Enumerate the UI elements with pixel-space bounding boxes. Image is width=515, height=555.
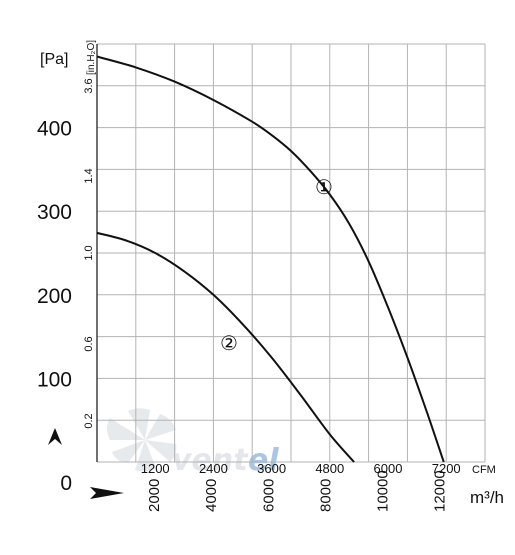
- x-m3h-tick-label: 12000: [432, 470, 449, 512]
- watermark-accent-text: el: [248, 443, 279, 478]
- y-inh2o-tick-label: 1.4: [83, 168, 95, 183]
- watermark: vent el: [107, 408, 279, 478]
- y-inh2o-ticks: 0.2 0.6 1.0 1.4 3.6: [83, 78, 95, 428]
- y-pa-tick-label: 0: [60, 472, 72, 495]
- y-pa-ticks: 0 100 200 300 400: [37, 118, 72, 495]
- x-m3h-tick-label: 4000: [203, 479, 220, 512]
- y-inh2o-tick-label: 1.0: [83, 245, 95, 260]
- x-cfm-tick-label: 1200: [141, 461, 170, 476]
- y-pa-tick-label: 300: [37, 201, 72, 224]
- x-cfm-tick-label: 2400: [199, 461, 228, 476]
- x-unit-m3h: m³/h: [470, 488, 504, 507]
- y-unit-pa: [Pa]: [40, 51, 68, 68]
- y-axis-arrow-icon: [48, 428, 62, 445]
- x-cfm-tick-label: 3600: [257, 461, 286, 476]
- x-m3h-ticks: 2000 4000 6000 8000 10000 12000: [146, 470, 448, 512]
- series-line-1: [96, 55, 445, 463]
- y-inh2o-tick-label: 0.2: [83, 413, 95, 428]
- x-m3h-tick-label: 10000: [374, 470, 391, 512]
- x-cfm-tick-label: 7200: [432, 461, 461, 476]
- y-pa-tick-label: 400: [37, 118, 72, 141]
- y-pa-tick-label: 100: [37, 368, 72, 391]
- x-cfm-tick-label: 6000: [374, 461, 403, 476]
- x-unit-cfm: CFM: [472, 464, 496, 476]
- y-pa-tick-label: 200: [37, 285, 72, 308]
- x-m3h-tick-label: 8000: [317, 479, 334, 512]
- curves: [96, 55, 445, 463]
- x-axis-arrow-icon: [90, 487, 124, 499]
- y-inh2o-tick-label: 0.6: [83, 336, 95, 351]
- curve-label-1: ①: [315, 177, 333, 199]
- y-unit-inh2o: [in.H₂O]: [86, 40, 97, 75]
- curve-label-2: ②: [220, 333, 238, 355]
- y-inh2o-tick-label: 3.6: [83, 78, 95, 93]
- grid: [96, 43, 486, 463]
- x-cfm-ticks: 1200 2400 3600 4800 6000 7200: [141, 461, 461, 476]
- watermark-text: vent: [172, 443, 249, 478]
- x-m3h-tick-label: 2000: [146, 479, 163, 512]
- x-cfm-tick-label: 4800: [315, 461, 344, 476]
- series-line-2: [96, 231, 355, 463]
- x-m3h-tick-label: 6000: [260, 479, 277, 512]
